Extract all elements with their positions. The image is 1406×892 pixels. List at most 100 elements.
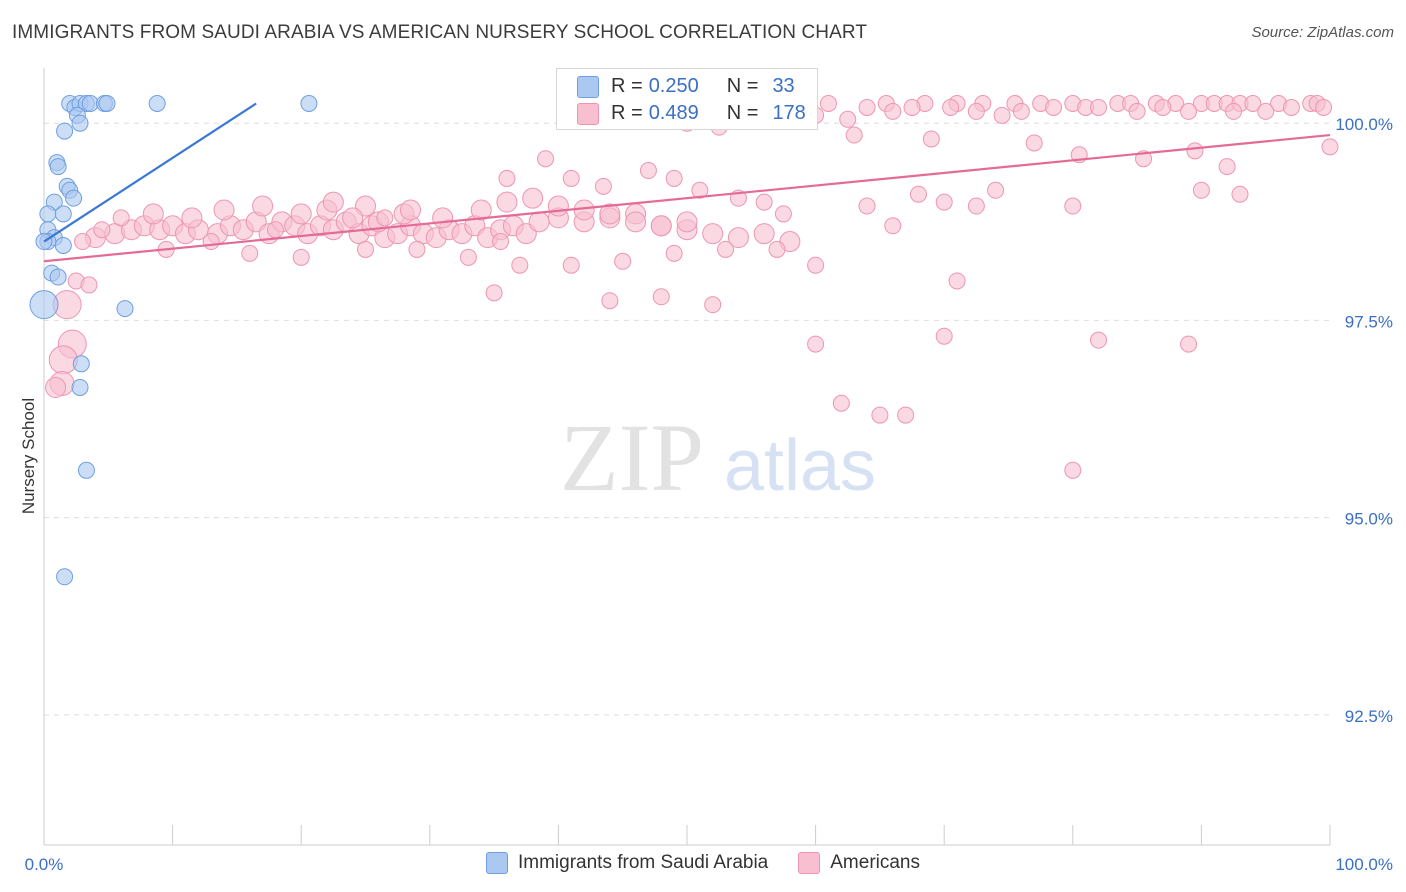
americans-point bbox=[1244, 94, 1262, 112]
americans-point bbox=[1321, 138, 1339, 156]
americans-point bbox=[376, 209, 394, 227]
americans-point bbox=[753, 223, 775, 245]
watermark-atlas: atlas bbox=[724, 426, 876, 506]
watermark-zip: ZIP bbox=[560, 404, 704, 511]
americans-point bbox=[142, 203, 164, 225]
americans-point bbox=[1090, 331, 1108, 349]
americans-point bbox=[884, 217, 902, 235]
americans-point bbox=[511, 256, 529, 274]
americans-points bbox=[45, 94, 1339, 479]
bottom-legend: Immigrants from Saudi Arabia Americans bbox=[0, 852, 1406, 874]
americans-point bbox=[342, 207, 364, 229]
americans-point bbox=[1045, 98, 1063, 116]
legend-label: Immigrants from Saudi Arabia bbox=[517, 852, 769, 873]
saudi-point bbox=[71, 378, 89, 396]
y-axis-label: Nursery School bbox=[19, 398, 38, 514]
saudi-point bbox=[81, 94, 99, 112]
saudi-point bbox=[65, 189, 83, 207]
americans-point bbox=[266, 221, 284, 239]
americans-point bbox=[1064, 461, 1082, 479]
americans-point bbox=[470, 199, 492, 221]
americans-point bbox=[528, 211, 550, 233]
americans-point bbox=[676, 211, 698, 233]
americans-point bbox=[1218, 158, 1236, 176]
americans-point bbox=[897, 406, 915, 424]
americans-point bbox=[819, 94, 837, 112]
americans-point bbox=[48, 345, 78, 375]
americans-point bbox=[858, 197, 876, 215]
americans-point bbox=[1012, 102, 1030, 120]
americans-point bbox=[492, 233, 510, 251]
legend-label: Americans bbox=[830, 852, 920, 873]
r-value: 0.250 bbox=[648, 75, 699, 97]
americans-point bbox=[1257, 102, 1275, 120]
americans-point bbox=[845, 126, 863, 144]
americans-point bbox=[935, 327, 953, 345]
americans-point bbox=[80, 276, 98, 294]
americans-point bbox=[498, 169, 516, 187]
americans-point bbox=[241, 244, 259, 262]
saudi-point bbox=[56, 568, 74, 586]
y-tick-label: 92.5% bbox=[1345, 707, 1393, 726]
americans-point bbox=[1231, 185, 1249, 203]
saudi-point bbox=[98, 94, 116, 112]
americans-point bbox=[702, 223, 724, 245]
n-label: N = bbox=[726, 75, 759, 97]
americans-point bbox=[839, 110, 857, 128]
americans-point bbox=[213, 199, 235, 221]
blue-swatch bbox=[485, 852, 508, 874]
americans-point bbox=[922, 130, 940, 148]
tick-labels: 100.0% 97.5% 95.0% 92.5% 0.0% 100.0% bbox=[25, 115, 1393, 874]
americans-point bbox=[755, 193, 773, 211]
stats-legend: R = 0.250 N = 33 R = 0.489 N = 178 bbox=[556, 68, 818, 130]
americans-point bbox=[290, 203, 312, 225]
americans-point bbox=[807, 256, 825, 274]
y-tick-label: 95.0% bbox=[1345, 510, 1393, 529]
americans-point bbox=[74, 233, 92, 251]
americans-point bbox=[45, 376, 67, 398]
americans-point bbox=[652, 288, 670, 306]
americans-point bbox=[639, 162, 657, 180]
americans-point bbox=[1186, 142, 1204, 160]
saudi-point bbox=[29, 290, 59, 320]
americans-point bbox=[432, 207, 454, 229]
americans-point bbox=[967, 102, 985, 120]
americans-point bbox=[522, 187, 544, 209]
americans-point bbox=[537, 150, 555, 168]
americans-point bbox=[942, 98, 960, 116]
saudi-point bbox=[72, 355, 90, 373]
y-tick-label: 100.0% bbox=[1335, 115, 1393, 134]
americans-point bbox=[357, 240, 374, 258]
americans-point bbox=[903, 98, 921, 116]
americans-point bbox=[1128, 102, 1146, 120]
saudi-point bbox=[148, 94, 166, 112]
pink-swatch bbox=[798, 852, 821, 874]
americans-point bbox=[987, 181, 1005, 199]
americans-point bbox=[485, 284, 503, 302]
americans-point bbox=[858, 98, 876, 116]
pink-swatch bbox=[577, 102, 599, 125]
americans-point bbox=[1025, 134, 1043, 152]
americans-point bbox=[181, 207, 203, 229]
americans-point bbox=[400, 199, 422, 221]
americans-point bbox=[614, 252, 632, 270]
americans-point bbox=[768, 240, 786, 258]
n-label: N = bbox=[726, 102, 759, 124]
saudi-point bbox=[116, 300, 134, 318]
americans-point bbox=[1192, 181, 1210, 199]
y-tick-label: 97.5% bbox=[1345, 312, 1393, 331]
saudi-point bbox=[56, 122, 74, 140]
americans-point bbox=[292, 248, 310, 266]
r-value: 0.489 bbox=[648, 102, 699, 124]
n-value: 33 bbox=[772, 75, 795, 97]
americans-point bbox=[871, 406, 889, 424]
americans-point bbox=[459, 248, 477, 266]
americans-point bbox=[1282, 98, 1300, 116]
americans-point bbox=[496, 191, 518, 213]
americans-point bbox=[1090, 98, 1108, 116]
axes bbox=[43, 68, 1331, 846]
americans-point bbox=[884, 102, 902, 120]
saudi-points bbox=[29, 94, 318, 586]
stats-row-pink: R = 0.489 N = 178 bbox=[577, 102, 806, 125]
